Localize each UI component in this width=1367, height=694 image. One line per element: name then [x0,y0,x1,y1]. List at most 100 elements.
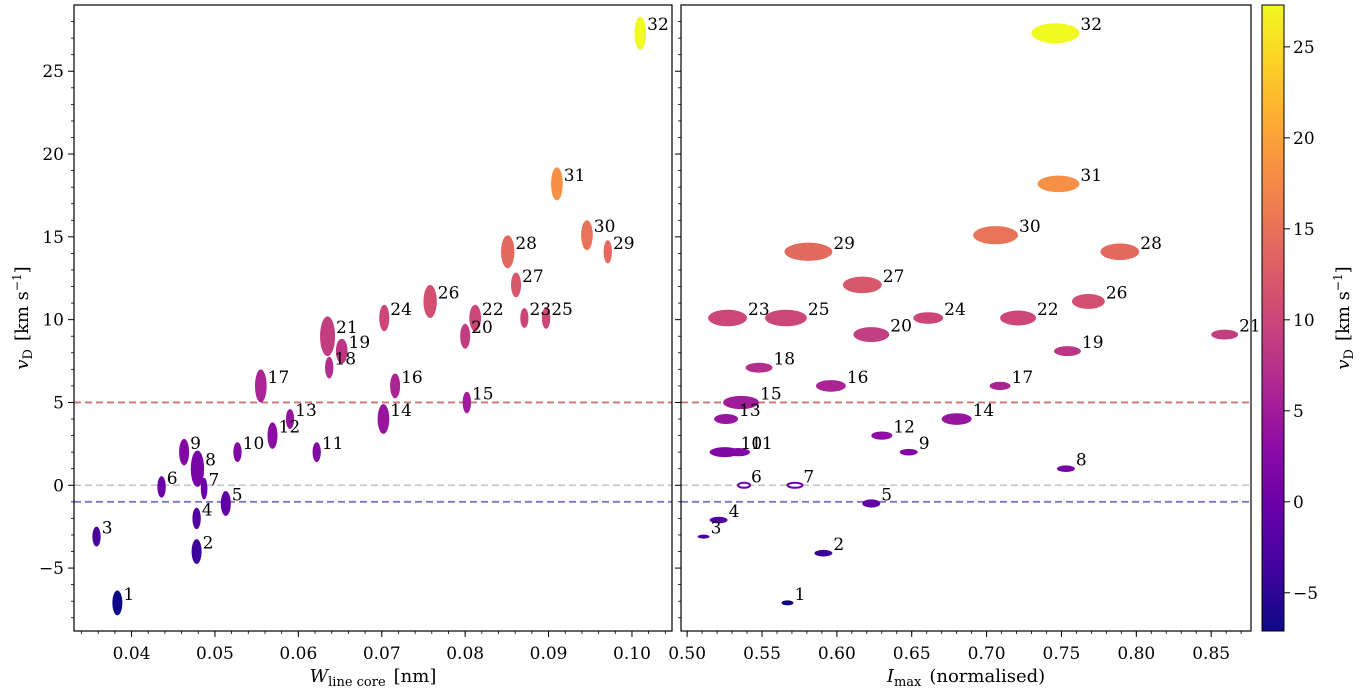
y-tick-label: 25 [42,62,64,82]
data-point-9 [899,448,918,456]
data-point-10 [233,442,242,463]
point-label-21: 21 [1239,317,1261,337]
point-label-25: 25 [808,300,830,320]
point-label-15: 15 [472,384,494,404]
data-point-25 [541,307,551,329]
data-point-13 [285,409,295,429]
point-label-23: 23 [530,300,552,320]
point-label-32: 32 [1080,15,1102,35]
x-tick-label: 0.07 [363,644,401,664]
data-point-6 [157,476,166,498]
point-label-5: 5 [881,485,892,505]
data-point-21 [320,316,336,357]
point-label-16: 16 [847,368,869,388]
point-label-20: 20 [890,317,912,337]
colorbar-tick-label: 15 [1293,220,1315,240]
point-label-27: 27 [522,267,544,287]
data-point-4 [192,507,201,530]
data-point-28 [501,235,515,269]
data-point-4 [709,516,728,524]
point-label-27: 27 [883,267,905,287]
point-label-25: 25 [551,300,573,320]
data-point-18 [745,362,773,373]
left-y-ticks: −5 0 5 10 15 20 25 [39,21,74,619]
y-tick-label: 5 [53,393,64,413]
right-y-ticks [675,21,681,619]
point-label-9: 9 [190,434,201,454]
data-point-7 [786,481,804,489]
data-point-18 [325,356,334,379]
point-label-30: 30 [1019,217,1041,237]
data-point-17 [254,369,267,403]
x-tick-label: 0.75 [1043,644,1081,664]
point-label-2: 2 [203,534,214,554]
point-label-28: 28 [1140,234,1162,254]
point-label-7: 7 [803,467,814,487]
point-label-29: 29 [613,234,635,254]
x-tick-label: 0.08 [446,644,484,664]
data-point-20 [460,323,471,349]
x-tick-label: 0.80 [1117,644,1155,664]
data-point-13 [714,414,739,424]
point-label-24: 24 [390,300,412,320]
data-point-11 [312,442,321,463]
y-tick-label: 10 [42,311,64,331]
data-point-32 [1031,23,1080,44]
data-point-24 [379,304,390,332]
data-point-16 [815,380,846,392]
point-label-18: 18 [334,350,356,370]
x-tick-label: 0.05 [196,644,234,664]
x-tick-label: 0.85 [1192,644,1230,664]
data-point-19 [1053,346,1081,357]
data-point-8 [1056,465,1075,473]
point-label-12: 12 [893,418,915,438]
data-point-27 [842,276,882,294]
point-label-21: 21 [336,318,358,338]
point-label-26: 26 [438,283,460,303]
point-label-6: 6 [167,469,178,489]
point-label-12: 12 [279,418,301,438]
data-point-22 [469,304,482,332]
point-label-22: 22 [1037,300,1059,320]
point-label-15: 15 [760,384,782,404]
right-x-axis-title: Imax (normalised) [886,666,1045,690]
right-plot-frame [680,4,1252,632]
left-scatter-points [92,16,647,616]
point-label-1: 1 [794,585,805,605]
point-label-31: 31 [1080,166,1102,186]
colorbar-tick-label: 10 [1293,311,1315,331]
point-label-17: 17 [1012,368,1034,388]
data-point-31 [1037,175,1080,193]
point-label-18: 18 [773,350,795,370]
data-point-17 [989,381,1011,391]
data-point-24 [913,312,944,324]
colorbar-tick-label: 5 [1293,402,1304,422]
x-tick-label: 0.70 [968,644,1006,664]
point-label-10: 10 [741,434,763,454]
data-point-32 [634,16,647,50]
x-tick-label: 0.65 [893,644,931,664]
data-point-2 [191,539,202,564]
colorbar-tick-label: −5 [1293,584,1318,604]
data-point-26 [1071,293,1105,309]
point-label-23: 23 [748,300,770,320]
data-point-1 [112,590,123,616]
x-tick-label: 0.04 [113,644,151,664]
data-point-29 [603,240,612,264]
x-tick-label: 0.55 [743,644,781,664]
y-tick-label: −5 [39,559,64,579]
point-label-1: 1 [123,585,134,605]
colorbar-title: vD[km s−1] [1331,266,1357,369]
y-tick-label: 20 [42,145,64,165]
left-reference-lines [74,401,672,503]
point-label-4: 4 [729,502,740,522]
point-label-6: 6 [751,467,762,487]
data-point-22 [1000,310,1036,326]
right-reference-lines [681,401,1251,503]
colorbar-ticks: −5 0 5 10 15 20 25 [1284,38,1318,604]
point-label-3: 3 [102,519,113,539]
point-label-8: 8 [1076,451,1087,471]
data-point-5 [862,499,881,508]
